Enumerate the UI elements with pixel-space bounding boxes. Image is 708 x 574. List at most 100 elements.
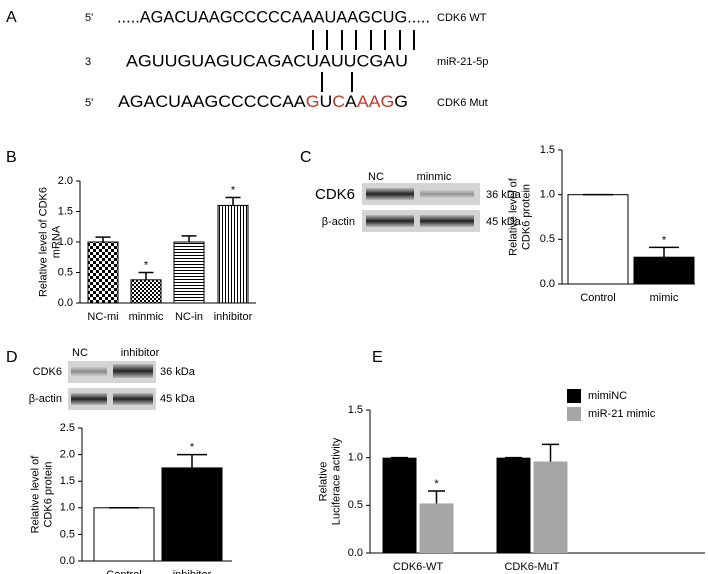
panel-label: B [6, 149, 17, 166]
sequence-segment: AGACUAAGCCCCCAA [118, 92, 306, 111]
x-tick-label: CDK6-MuT [504, 561, 559, 573]
significance-mark: * [190, 442, 195, 454]
y-axis-label: Relative level of [29, 455, 41, 534]
protein-label: β-actin [29, 393, 62, 405]
blot [362, 183, 480, 232]
x-tick-label: NC-in [175, 311, 203, 323]
lane-label: inhibitor [121, 347, 160, 359]
y-tick-label: 1.0 [58, 236, 73, 248]
bar [173, 241, 205, 304]
bar [496, 457, 531, 553]
panel-label: D [6, 349, 18, 366]
error-bar [542, 443, 559, 462]
y-tick-label: 0.0 [60, 555, 75, 567]
lane-label: NC [368, 171, 384, 183]
y-tick-label: 1.0 [348, 452, 363, 464]
x-tick-label: mimic [650, 292, 679, 304]
protein-label: β-actin [322, 216, 355, 228]
x-tick-label: minmic [129, 311, 164, 323]
sequence-segment: U [320, 92, 333, 111]
sequence-segment: AAG [357, 92, 394, 111]
significance-mark: * [231, 184, 236, 196]
panel-label: C [300, 149, 312, 166]
sequence-name: CDK6 WT [437, 12, 487, 24]
bar [533, 461, 568, 553]
y-tick-label: 0.5 [60, 528, 75, 540]
legend-swatch [567, 407, 581, 421]
sequence-segment: G [394, 92, 408, 111]
legend-label: miR-21 mimic [588, 408, 656, 420]
x-tick-label: CDK6-WT [393, 561, 443, 573]
y-axis-label: Relative level of CDK6 [37, 187, 49, 297]
strand-end: 5' [85, 97, 93, 109]
x-tick-label: NC-mi [87, 311, 118, 323]
error-bar [225, 196, 241, 206]
sequence-segment: A [345, 92, 357, 111]
y-tick-label: 0.0 [58, 297, 73, 309]
panel-label: A [6, 9, 17, 26]
error-bar [649, 246, 679, 258]
bar [419, 503, 454, 553]
x-tick-label: inhibitor [214, 311, 253, 323]
sequence-segment: C [332, 92, 345, 111]
y-tick-label: 2.0 [60, 449, 75, 461]
size-label: 36 kDa [160, 366, 196, 378]
x-tick-label: Control [106, 569, 141, 574]
protein-label: CDK6 [315, 186, 355, 203]
error-bar [95, 236, 111, 242]
y-tick-label: 1.0 [540, 189, 555, 201]
sequence: AGUUGUAGUCAGACUAUUCGAU [126, 51, 408, 70]
y-tick-label: 1.5 [60, 475, 75, 487]
legend-label: mimiNC [588, 390, 627, 402]
bar [161, 467, 223, 562]
significance-mark: * [434, 478, 439, 490]
size-label: 45 kDa [486, 216, 522, 228]
y-tick-label: 2.5 [60, 422, 75, 434]
lane-label: NC [72, 347, 88, 359]
bar [382, 457, 417, 553]
y-tick-label: 0.5 [348, 499, 363, 511]
y-tick-label: 1.5 [348, 404, 363, 416]
x-tick-label: Control [580, 292, 615, 304]
sequence-name: CDK6 Mut [437, 97, 488, 109]
strand-end: 3 [85, 56, 91, 68]
bar [87, 241, 119, 304]
sequence-segment: G [306, 92, 320, 111]
pairing-bars [312, 30, 415, 92]
bar [130, 279, 162, 304]
size-label: 36 kDa [486, 189, 522, 201]
y-tick-label: 1.5 [58, 205, 73, 217]
y-axis-label: CDK6 protein [520, 184, 532, 250]
size-label: 45 kDa [160, 393, 196, 405]
bar [567, 194, 629, 285]
y-tick-label: 0.0 [540, 278, 555, 290]
significance-mark: * [144, 259, 149, 271]
error-bar [138, 271, 154, 280]
sequence: .....AGACUAAGCCCCCAAAUAAGCUG..... [117, 7, 430, 26]
y-axis-label: Relative level of [507, 177, 519, 256]
lane-label: minmic [417, 171, 452, 183]
sequence-name: miR-21-5p [437, 56, 488, 68]
y-tick-label: 0.5 [58, 266, 73, 278]
significance-mark: * [662, 234, 667, 246]
legend-swatch [567, 389, 581, 403]
strand-end: 5' [85, 12, 93, 24]
error-bar [177, 453, 207, 468]
y-tick-label: 1.0 [60, 502, 75, 514]
protein-label: CDK6 [33, 366, 62, 378]
bar [93, 507, 155, 562]
blot [68, 361, 156, 410]
y-tick-label: 0.0 [348, 547, 363, 559]
y-axis-label: Relative [317, 462, 329, 502]
y-tick-label: 1.5 [540, 144, 555, 156]
y-axis-label: Luciferace activity [330, 437, 342, 525]
bar [217, 204, 249, 304]
panel-label: E [372, 349, 383, 366]
y-tick-label: 2.0 [58, 175, 73, 187]
y-tick-label: 0.5 [540, 233, 555, 245]
y-axis-label: CDK6 protein [42, 461, 54, 527]
bar [633, 256, 695, 285]
y-axis-label: mRNA [50, 225, 62, 258]
error-bar [181, 235, 197, 242]
